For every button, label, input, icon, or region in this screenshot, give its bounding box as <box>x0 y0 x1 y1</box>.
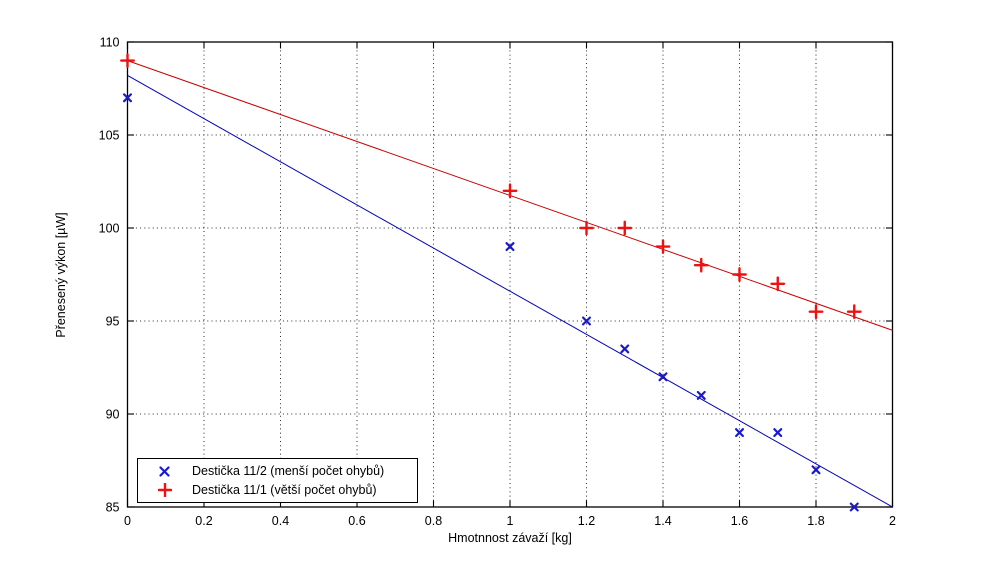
svg-text:1.6: 1.6 <box>731 514 748 528</box>
svg-text:1.4: 1.4 <box>654 514 671 528</box>
svg-text:100: 100 <box>99 221 120 235</box>
legend-item-label: Destička 11/2 (menší počet ohybů) <box>192 464 385 478</box>
svg-text:0.4: 0.4 <box>272 514 289 528</box>
svg-text:105: 105 <box>99 128 120 142</box>
svg-text:1.8: 1.8 <box>807 514 824 528</box>
legend-item: Destička 11/1 (větší počet ohybů) <box>138 481 417 500</box>
svg-text:85: 85 <box>106 500 120 514</box>
axes-box <box>126 41 894 508</box>
y-tick-labels: 85 90 95 100 105 110 <box>99 35 120 514</box>
legend-item: Destička 11/2 (menší počet ohybů) <box>138 462 417 481</box>
svg-text:2: 2 <box>889 514 896 528</box>
data-points-series-0 <box>122 93 859 512</box>
grid-lines <box>127 42 893 507</box>
plus-marker-icon <box>155 483 174 498</box>
svg-text:0: 0 <box>124 514 131 528</box>
svg-text:110: 110 <box>100 35 120 49</box>
legend: Destička 11/2 (menší počet ohybů) Destič… <box>137 458 418 503</box>
legend-item-label: Destička 11/1 (větší počet ohybů) <box>192 483 377 497</box>
svg-text:1.2: 1.2 <box>578 514 595 528</box>
x-marker-icon <box>155 464 174 479</box>
fit-line-series-0 <box>127 75 893 508</box>
x-tick-labels: 0 0.2 0.4 0.6 0.8 1 1.2 1.4 1.6 1.8 2 <box>124 514 896 528</box>
x-axis-label: Hmotnnost závaží [kg] <box>448 531 572 545</box>
svg-text:0.6: 0.6 <box>348 514 365 528</box>
svg-text:1: 1 <box>507 514 514 528</box>
svg-text:0.8: 0.8 <box>425 514 442 528</box>
svg-text:95: 95 <box>106 314 120 328</box>
svg-text:90: 90 <box>106 407 120 421</box>
svg-text:0.2: 0.2 <box>195 514 212 528</box>
y-axis-label: Přenesený výkon [µW] <box>54 212 68 338</box>
data-points-series-1 <box>120 53 862 320</box>
